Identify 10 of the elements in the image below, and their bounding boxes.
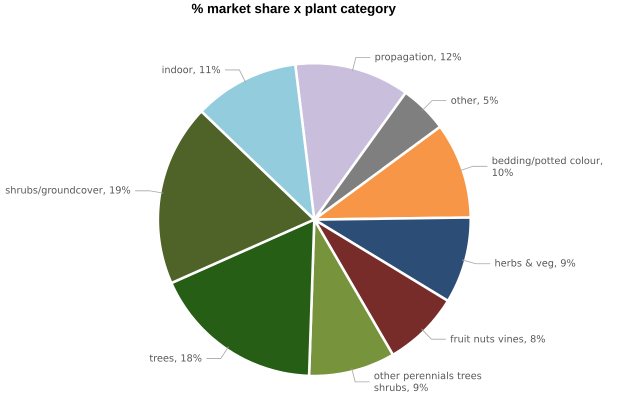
slice-label: trees, 18% (150, 354, 202, 363)
slice-label: herbs & veg, 9% (495, 258, 576, 268)
chart-title: % market share x plant category (192, 3, 396, 16)
slice-label: other perennials trees shrubs, 9% (374, 372, 482, 392)
slice-label: propagation, 12% (375, 52, 461, 62)
slice-label: indoor, 11% (162, 66, 220, 74)
slice-label: other, 5% (451, 96, 498, 105)
slice-label: bedding/potted colour, 10% (492, 156, 602, 176)
slice-label: fruit nuts vines, 8% (450, 334, 545, 344)
slice-label: shrubs/groundcover, 19% (6, 186, 130, 196)
